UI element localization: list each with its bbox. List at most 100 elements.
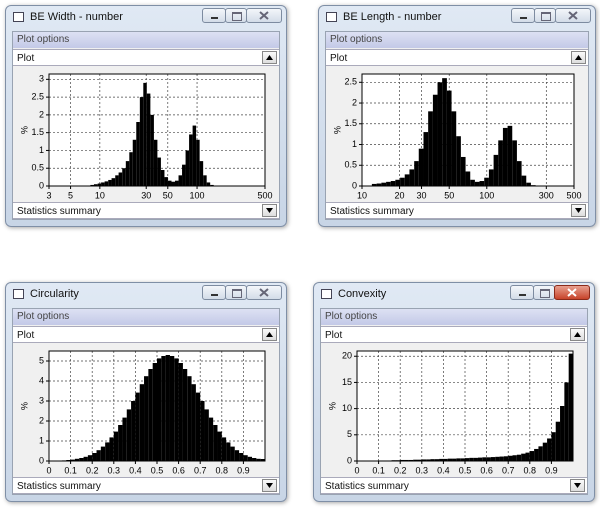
close-icon (568, 11, 578, 20)
plot-selector-label: Plot (325, 330, 343, 341)
histogram-bar (115, 175, 119, 186)
collapse-button[interactable] (262, 51, 277, 64)
histogram-bar (423, 132, 429, 186)
close-button[interactable] (554, 285, 590, 300)
stats-selector[interactable]: Statistics summary (13, 477, 279, 494)
minimize-icon (211, 294, 218, 296)
plot-options-bar[interactable]: Plot options (13, 309, 279, 325)
histogram-bar (512, 140, 517, 186)
stats-selector-label: Statistics summary (330, 206, 414, 217)
maximize-button[interactable] (225, 285, 247, 300)
plot-options-bar[interactable]: Plot options (13, 32, 279, 48)
plot-frame (361, 73, 575, 187)
plot-options-bar[interactable]: Plot options (326, 32, 588, 48)
histogram-bar (161, 356, 166, 461)
arrow (266, 208, 273, 213)
histogram-bar (148, 369, 153, 461)
x-tick-label: 0.7 (194, 465, 207, 475)
histogram-bar (479, 181, 485, 186)
stats-selector[interactable]: Statistics summary (326, 202, 588, 219)
expand-button[interactable] (571, 204, 586, 217)
maximize-button[interactable] (534, 8, 556, 23)
histogram-bar (256, 458, 261, 461)
histogram-bar (551, 432, 556, 461)
collapse-button[interactable] (570, 328, 585, 341)
histogram-bar (178, 363, 183, 461)
maximize-button[interactable] (225, 8, 247, 23)
minimize-button[interactable] (202, 285, 226, 300)
minimize-button[interactable] (510, 285, 534, 300)
histogram-bar (144, 376, 149, 461)
plot-selector[interactable]: Plot (321, 326, 587, 343)
y-tick-label: 1.5 (31, 127, 44, 137)
histogram-bar (529, 451, 535, 461)
arrow (266, 483, 273, 488)
stats-selector[interactable]: Statistics summary (13, 202, 279, 219)
y-tick-label: 0.5 (344, 160, 357, 170)
minimize-button[interactable] (511, 8, 535, 23)
histogram-bar (508, 455, 513, 461)
plot-selector[interactable]: Plot (13, 326, 279, 343)
histogram-bar (203, 175, 207, 186)
close-button[interactable] (246, 8, 282, 23)
plot-selector[interactable]: Plot (13, 49, 279, 66)
close-button[interactable] (555, 8, 591, 23)
histogram-bar (79, 458, 84, 461)
x-tick-label: 5 (68, 190, 73, 200)
histogram-bar (187, 376, 192, 461)
histogram-bar (484, 177, 489, 186)
expand-button[interactable] (262, 204, 277, 217)
histogram-bar (507, 125, 513, 186)
x-tick-label: 100 (190, 190, 205, 200)
histogram-bar (503, 456, 509, 461)
collapse-button[interactable] (262, 328, 277, 341)
expand-button[interactable] (262, 479, 277, 492)
x-tick-label: 50 (444, 190, 454, 200)
plot-area (357, 351, 573, 461)
expand-button[interactable] (570, 479, 585, 492)
maximize-icon (540, 289, 550, 298)
x-tick-label: 10 (357, 190, 367, 200)
arrow (574, 332, 581, 337)
x-tick-label: 0.5 (459, 465, 472, 475)
histogram-bar (132, 139, 137, 186)
histogram-bar (400, 177, 405, 186)
histogram-bar (125, 161, 130, 186)
x-tick-label: 0.2 (394, 465, 407, 475)
collapse-button[interactable] (571, 51, 586, 64)
x-tick-label: 0.6 (172, 465, 185, 475)
histogram-bar (93, 184, 98, 186)
close-button[interactable] (246, 285, 282, 300)
y-tick-label: 15 (342, 377, 352, 387)
histogram-bar (404, 174, 410, 186)
arrow-icon (266, 208, 273, 213)
histogram-bar (146, 93, 151, 186)
maximize-button[interactable] (533, 285, 555, 300)
histogram-bar (167, 180, 172, 186)
histogram-bar (96, 450, 101, 461)
histogram-bar (206, 182, 211, 186)
histogram-bar (493, 154, 499, 186)
plot-selector[interactable]: Plot (326, 49, 588, 66)
window-content: Plot options Plot Statistics summary 0 1 2 3 4 5… (12, 308, 280, 495)
close-icon (259, 288, 269, 297)
arrow-icon (575, 208, 582, 213)
histogram-bar (568, 353, 573, 461)
window-icon (13, 12, 24, 22)
histogram-bar (199, 161, 204, 186)
minimize-button[interactable] (202, 8, 226, 23)
maximize-icon (232, 289, 242, 298)
x-tick-label: 0.6 (480, 465, 493, 475)
histogram-bar (101, 182, 105, 186)
x-tick-label: 10 (95, 190, 105, 200)
histogram-bar (499, 456, 504, 461)
histogram-bar (451, 111, 457, 186)
histogram-bar (465, 458, 470, 461)
histogram-bar (171, 181, 175, 186)
histogram-bar (418, 148, 424, 186)
y-tick-label: 2 (352, 97, 357, 107)
histogram-bar (426, 459, 431, 461)
stats-selector[interactable]: Statistics summary (321, 477, 587, 494)
histogram-bar (247, 456, 253, 461)
plot-options-bar[interactable]: Plot options (321, 309, 587, 325)
